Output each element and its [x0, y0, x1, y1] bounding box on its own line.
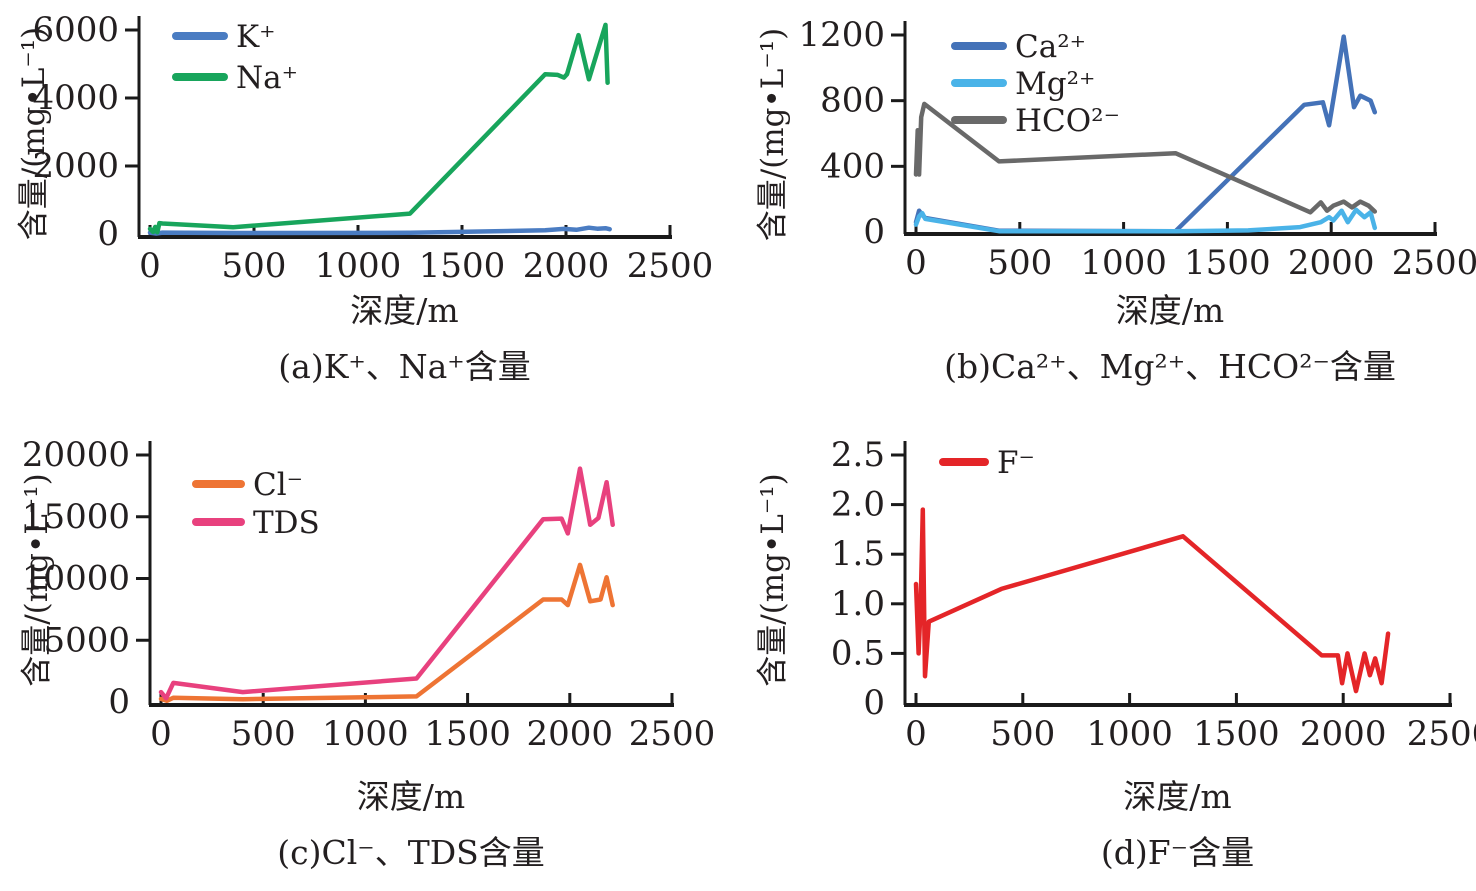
chart-caption: (d)F⁻含量 [1101, 833, 1254, 872]
chart-d-canvas: 0 500 1000 1500 2000 2500 0 0.5 1.0 1.5 2.0 2.5 含量/(… [755, 435, 1476, 872]
y-tick-label: 0.5 [831, 633, 885, 673]
y-tick-label: 1.0 [831, 584, 885, 624]
x-tick-label: 1500 [1193, 714, 1280, 754]
legend-label-Ca²⁺: Ca²⁺ [1015, 29, 1086, 65]
x-tick-label: 500 [231, 714, 296, 754]
series-line-Mg²⁺ [913, 207, 1378, 234]
x-tick-label: 1000 [315, 246, 402, 286]
legend-label-Cl⁻: Cl⁻ [253, 467, 303, 503]
legend-label-TDS: TDS [253, 505, 320, 541]
legend-label-HCO²⁻: HCO²⁻ [1015, 103, 1120, 139]
y-tick-label: 6000 [32, 10, 119, 50]
x-tick-label: 1500 [424, 714, 511, 754]
x-tick-label: 2000 [527, 714, 614, 754]
y-tick-label: 1.5 [831, 534, 885, 574]
x-tick-label: 1500 [419, 246, 506, 286]
chart-b-canvas: 0 500 1000 1500 2000 2500 0 400 800 1200含量/(mg•L⁻… [755, 15, 1476, 386]
x-axis-label: 深度/m [1123, 777, 1231, 816]
x-tick-label: 500 [987, 243, 1052, 283]
y-tick-label: 4000 [32, 78, 119, 118]
x-tick-label: 2000 [1288, 243, 1375, 283]
series-line-TDS [158, 466, 615, 701]
y-axis-label: 含量/(mg•L⁻¹) [16, 27, 52, 241]
chart-panel-d: 0 500 1000 1500 2000 2500 0 0.5 1.0 1.5 2.0 2.5 含量/(… [738, 420, 1476, 891]
x-axis-label: 深度/m [350, 291, 458, 330]
y-tick-label: 800 [820, 81, 885, 121]
chart-panel-b: 0 500 1000 1500 2000 2500 0 400 800 1200 含量/(mg•L⁻… [738, 0, 1476, 420]
y-tick-label: 5000 [43, 620, 130, 660]
series-line-HCO²⁻ [913, 101, 1378, 215]
chart-a-canvas: 0 500 1000 1500 2000 2500 0 2000 4000 6000含量/(mg•… [16, 10, 714, 386]
series-line-Cl⁻ [158, 562, 615, 704]
x-tick-label: 500 [990, 714, 1055, 754]
series-line-F⁻ [913, 507, 1391, 694]
y-tick-label: 10000 [22, 559, 130, 599]
x-tick-label: 500 [222, 246, 287, 286]
legend-label-F⁻: F⁻ [997, 445, 1035, 481]
x-tick-label: 2000 [523, 246, 610, 286]
y-tick-label: 0 [863, 683, 885, 723]
y-axis-label: 含量/(mg•L⁻¹) [19, 473, 55, 687]
chart-caption: (a)K⁺、Na⁺含量 [278, 347, 530, 386]
y-tick-label: 2.5 [831, 435, 885, 475]
chart-caption: (c)Cl⁻、TDS含量 [277, 833, 545, 872]
y-tick-label: 2.0 [831, 485, 885, 525]
x-tick-label: 1000 [322, 714, 409, 754]
x-tick-label: 2500 [1392, 243, 1476, 283]
x-axis-label: 深度/m [1116, 291, 1224, 330]
x-tick-label: 2000 [1300, 714, 1387, 754]
x-tick-label: 2500 [627, 246, 714, 286]
x-tick-label: 0 [905, 243, 927, 283]
legend-label-Mg²⁺: Mg²⁺ [1015, 66, 1095, 102]
chart-panel-c: 0 500 1000 1500 2000 2500 0 5000 10000 15000 20000… [0, 420, 738, 891]
legend-label-Na⁺: Na⁺ [236, 60, 298, 96]
y-tick-label: 2000 [32, 146, 119, 186]
chart-c-canvas: 0 500 1000 1500 2000 2500 0 5000 10000 15000 20000… [19, 435, 716, 872]
series-line-Ca²⁺ [913, 34, 1378, 234]
x-tick-label: 2500 [629, 714, 716, 754]
y-axis-label: 含量/(mg•L⁻¹) [755, 473, 791, 687]
x-tick-label: 1000 [1086, 714, 1173, 754]
series-line-K⁺ [147, 225, 612, 236]
x-tick-label: 1000 [1080, 243, 1167, 283]
x-tick-label: 2500 [1407, 714, 1476, 754]
chart-caption: (b)Ca²⁺、Mg²⁺、HCO²⁻含量 [944, 347, 1396, 386]
y-tick-label: 1200 [798, 15, 885, 55]
x-tick-label: 0 [905, 714, 927, 754]
y-tick-label: 0 [863, 212, 885, 252]
x-axis-label: 深度/m [357, 777, 465, 816]
y-tick-label: 15000 [22, 497, 130, 537]
y-tick-label: 20000 [22, 435, 130, 475]
y-tick-label: 400 [820, 146, 885, 186]
chart-panel-a: 0 500 1000 1500 2000 2500 0 2000 4000 6000 含量/(mg•… [0, 0, 738, 420]
y-tick-label: 0 [108, 682, 130, 722]
y-tick-label: 0 [97, 214, 119, 254]
x-tick-label: 0 [150, 714, 172, 754]
x-tick-label: 1500 [1184, 243, 1271, 283]
y-axis-label: 含量/(mg•L⁻¹) [755, 28, 791, 242]
series-line-Na⁺ [147, 22, 610, 235]
x-tick-label: 0 [139, 246, 161, 286]
legend-label-K⁺: K⁺ [236, 19, 276, 55]
